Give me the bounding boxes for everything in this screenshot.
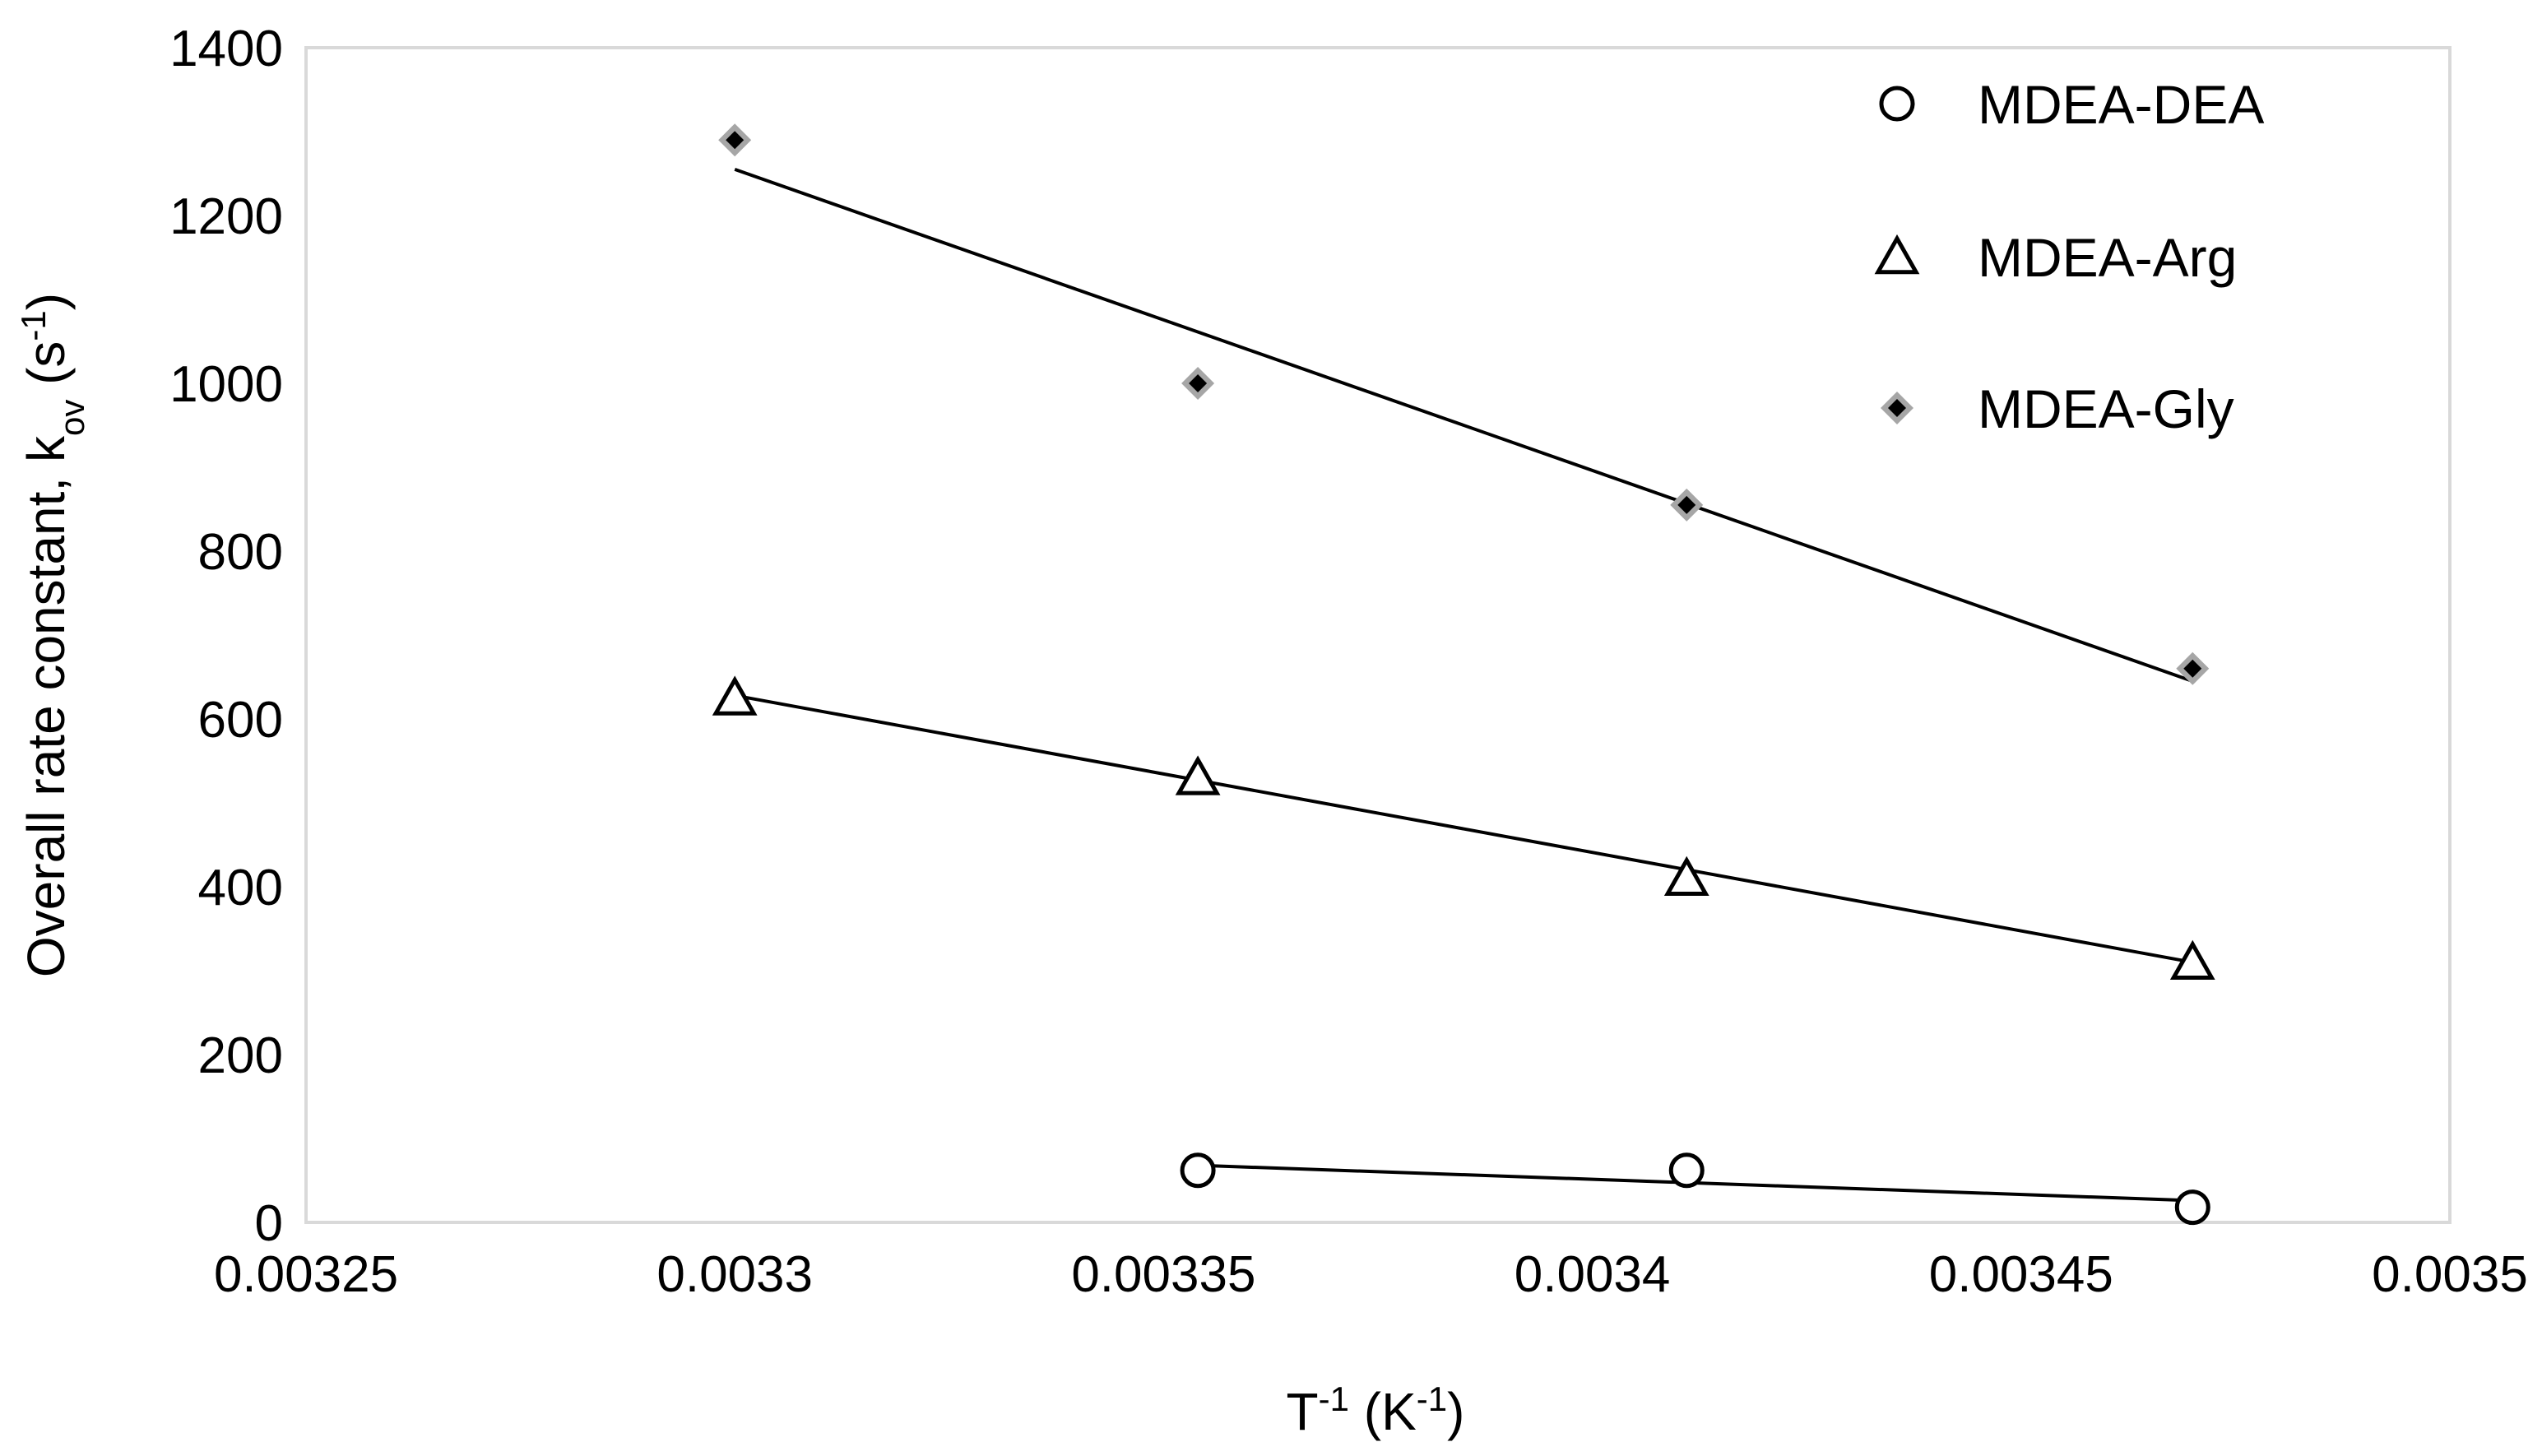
- x-tick-label: 0.00335: [1071, 1246, 1255, 1303]
- trendlines: [734, 168, 2193, 1203]
- y-tick-label: 0: [255, 1195, 283, 1252]
- y-tick-label: 1200: [169, 188, 283, 245]
- y-tick-label: 800: [198, 524, 283, 581]
- y-tick-label: 1400: [169, 21, 283, 77]
- legend: MDEA-DEA MDEA-Arg MDEA-Gly: [1874, 74, 2264, 439]
- trendline-mdea-arg: [734, 693, 2193, 964]
- plot-area-frame: [304, 46, 2452, 1224]
- data-point-mdea-gly: [718, 123, 752, 157]
- data-point-mdea-dea: [2174, 1189, 2210, 1226]
- data-point-mdea-arg: [1175, 755, 1221, 795]
- legend-marker-circle: [1879, 86, 1915, 122]
- diamond-marker-inner: [2183, 659, 2202, 678]
- x-tick-label: 0.0034: [1515, 1246, 1671, 1303]
- data-point-mdea-gly: [2176, 651, 2210, 685]
- data-point-mdea-dea: [1180, 1152, 1216, 1189]
- y-tick-label: 200: [198, 1027, 283, 1084]
- diamond-marker-inner: [1677, 495, 1696, 514]
- y-axis-ticks: 0 200 400 600 800 1000 1200 1400: [169, 21, 283, 1252]
- y-axis-title: Overall rate constant, kov (s-1): [14, 293, 91, 977]
- trendline-mdea-gly: [734, 168, 2193, 683]
- legend-marker-diamond: [1881, 392, 1913, 424]
- data-point-mdea-gly: [1670, 488, 1704, 522]
- legend-marker-triangle: [1874, 234, 1920, 275]
- diamond-marker-inner: [1189, 374, 1208, 392]
- x-tick-label: 0.00345: [1929, 1246, 2113, 1303]
- x-axis-title: T-1 (K-1): [1287, 1379, 1465, 1442]
- y-tick-label: 1000: [169, 356, 283, 413]
- data-point-mdea-arg: [1663, 856, 1709, 896]
- legend-item-mdea-gly: MDEA-Gly: [1881, 378, 2234, 439]
- y-tick-label: 600: [198, 692, 283, 749]
- diamond-marker-inner: [726, 131, 745, 150]
- legend-label: MDEA-Gly: [1978, 378, 2234, 439]
- data-points: [712, 123, 2215, 1226]
- x-tick-label: 0.0035: [2372, 1246, 2528, 1303]
- legend-item-mdea-dea: MDEA-DEA: [1879, 74, 2264, 135]
- x-tick-label: 0.00325: [214, 1246, 398, 1303]
- x-tick-label: 0.0033: [656, 1246, 813, 1303]
- x-axis-ticks: 0.00325 0.0033 0.00335 0.0034 0.00345 0.0035: [214, 1246, 2528, 1303]
- legend-item-mdea-arg: MDEA-Arg: [1874, 227, 2237, 288]
- data-point-mdea-arg: [2169, 939, 2215, 980]
- data-point-mdea-arg: [712, 675, 758, 716]
- diamond-marker-inner: [1888, 399, 1906, 417]
- data-point-mdea-gly: [1181, 367, 1215, 400]
- y-tick-label: 400: [198, 860, 283, 916]
- legend-label: MDEA-Arg: [1978, 227, 2237, 288]
- legend-label: MDEA-DEA: [1978, 74, 2264, 135]
- data-point-mdea-dea: [1668, 1152, 1705, 1189]
